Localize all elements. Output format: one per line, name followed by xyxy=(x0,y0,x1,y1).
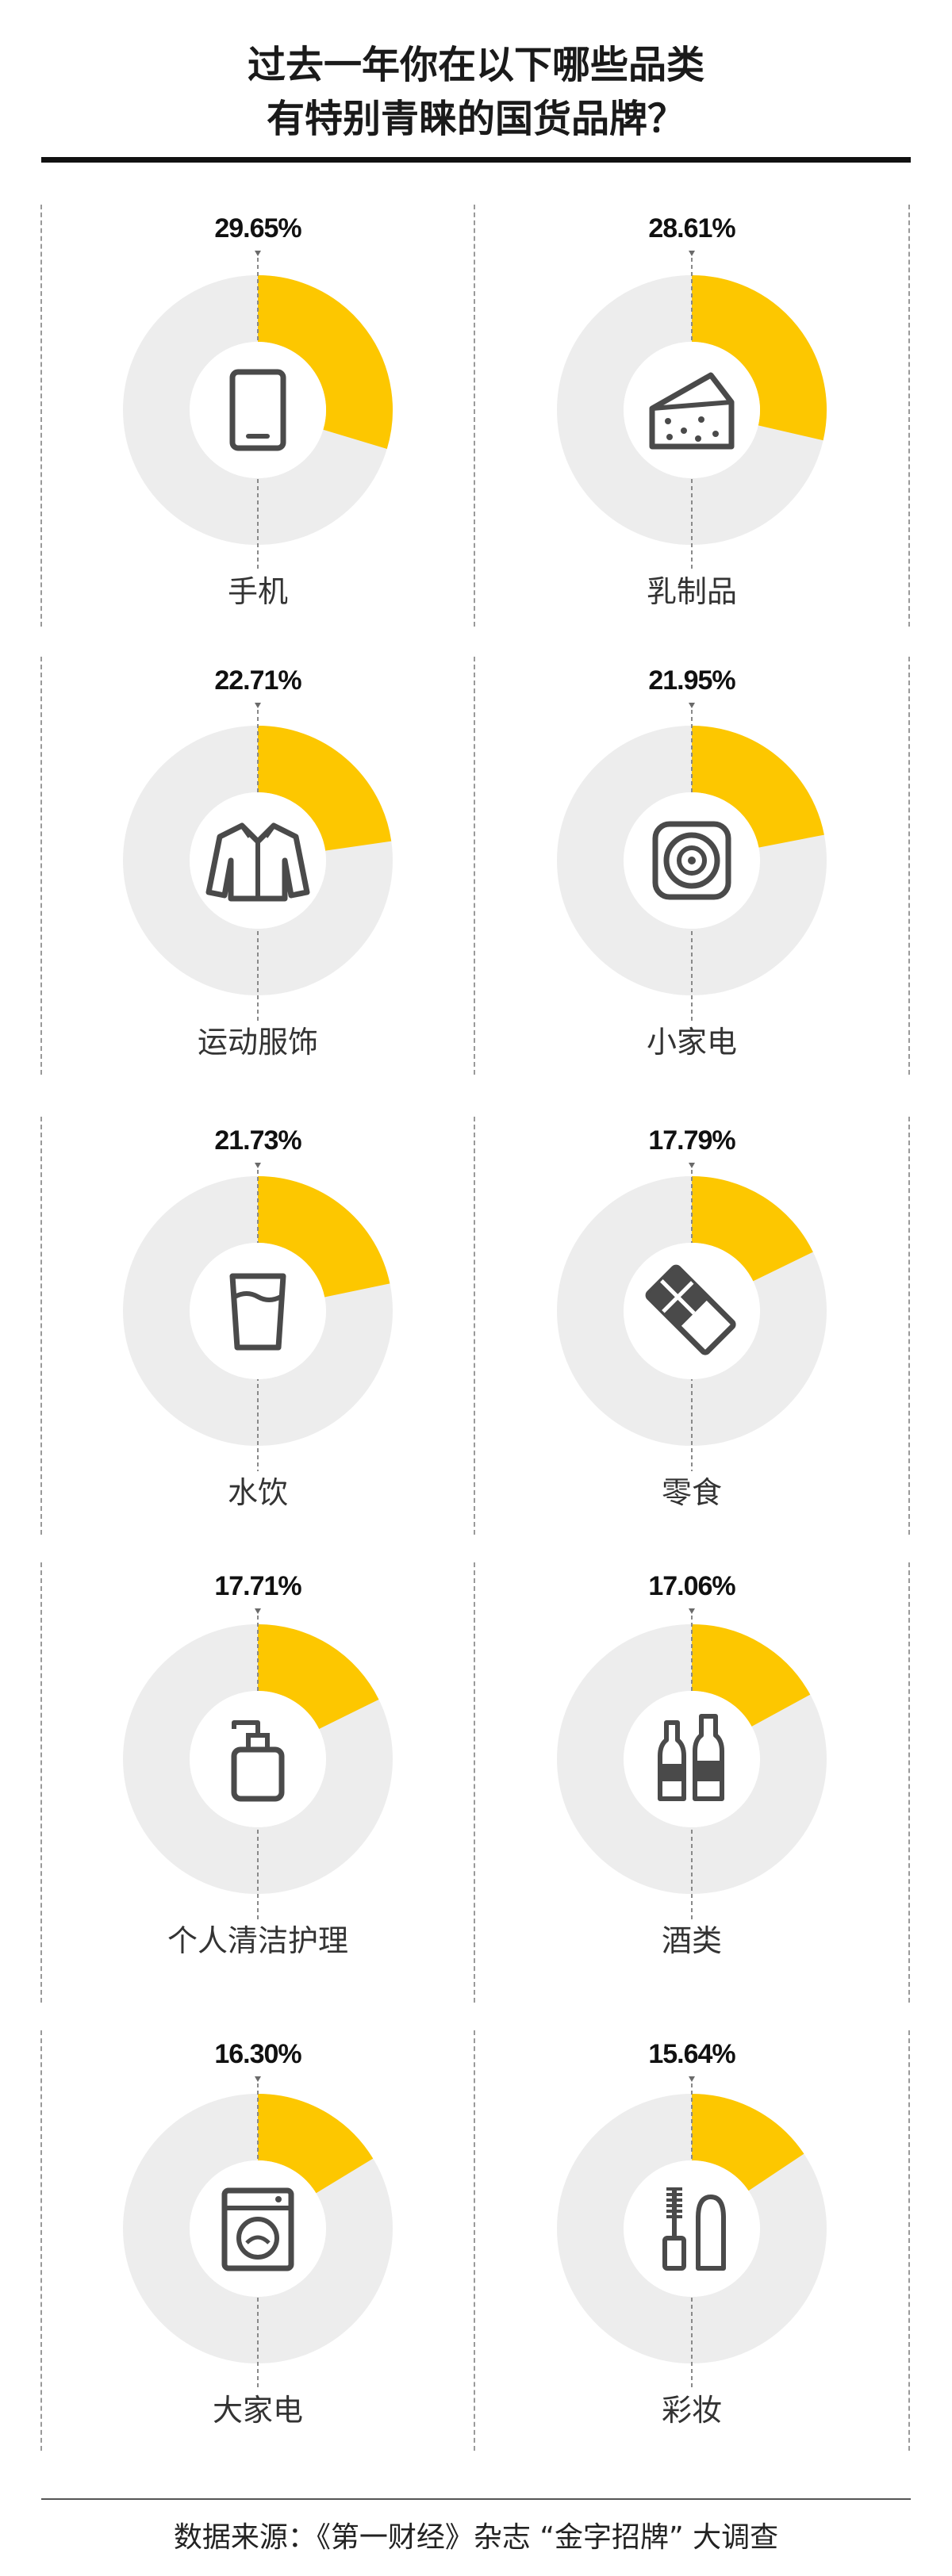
pointer-arrow xyxy=(689,1608,695,1614)
source-note: 数据来源：《第一财经》杂志 “金字招牌” 大调查 xyxy=(173,2521,779,2554)
page-title-line-2: 有特别青睐的国货品牌？ xyxy=(266,97,685,141)
jacket-icon xyxy=(205,822,310,902)
pump-bottle-icon xyxy=(231,1720,285,1802)
category-label: 乳制品 xyxy=(646,574,737,609)
value-label: 21.73% xyxy=(214,1125,301,1156)
donut-value-arc xyxy=(690,1176,813,1282)
donut-9 xyxy=(123,2076,393,2389)
pointer-arrow xyxy=(689,2076,695,2082)
row-4-separator-3 xyxy=(908,1562,910,2003)
pointer-arrow xyxy=(689,703,695,708)
donut-hole xyxy=(190,2160,326,2297)
row-5-separator-2 xyxy=(474,2030,475,2451)
pointer-arrow xyxy=(689,251,695,256)
mascara-icon xyxy=(662,2187,726,2271)
donut-value-arc xyxy=(690,275,827,441)
donut-value-arc xyxy=(256,1176,390,1298)
glass-icon xyxy=(229,1273,286,1351)
phone-icon xyxy=(229,369,286,451)
donut-value-arc xyxy=(256,1624,379,1731)
donut-3 xyxy=(123,703,393,1021)
chocolate-icon xyxy=(645,1264,736,1355)
category-label: 水饮 xyxy=(227,1475,288,1510)
category-label: 小家电 xyxy=(646,1025,737,1060)
pointer-arrow xyxy=(255,251,261,256)
pointer-arrow xyxy=(689,1163,695,1168)
page-title-line-1: 过去一年你在以下哪些品类 xyxy=(247,43,704,87)
value-label: 22.71% xyxy=(214,665,301,696)
bottles-icon xyxy=(658,1714,724,1801)
footer-divider xyxy=(41,2498,911,2500)
row-5-separator-1 xyxy=(40,2030,42,2451)
donut-value-arc xyxy=(256,275,393,449)
pointer-arrow xyxy=(255,1608,261,1614)
category-label: 彩妆 xyxy=(661,2393,722,2428)
category-label: 手机 xyxy=(227,574,288,609)
speaker-icon xyxy=(652,821,731,900)
row-2-separator-2 xyxy=(474,657,475,1075)
donut-hole xyxy=(190,1243,326,1379)
donut-1 xyxy=(123,251,393,570)
category-label: 运动服饰 xyxy=(197,1025,318,1060)
donut-hole xyxy=(190,1691,326,1827)
pointer-arrow xyxy=(255,703,261,708)
donut-hole xyxy=(190,342,326,478)
row-4-separator-2 xyxy=(474,1562,475,2003)
pointer-arrow xyxy=(255,1163,261,1168)
donut-hole xyxy=(624,342,760,478)
category-label: 大家电 xyxy=(212,2393,303,2428)
row-3-separator-1 xyxy=(40,1117,42,1535)
category-label: 个人清洁护理 xyxy=(167,1923,348,1958)
title-underline xyxy=(41,157,911,163)
row-4-separator-1 xyxy=(40,1562,42,2003)
donut-value-arc xyxy=(690,1624,811,1728)
donut-4 xyxy=(557,703,827,1021)
value-label: 21.95% xyxy=(648,665,735,696)
donut-hole xyxy=(624,2160,760,2297)
value-label: 29.65% xyxy=(214,213,301,243)
donut-value-arc xyxy=(256,2094,374,2195)
donut-6 xyxy=(557,1163,827,1471)
row-5-separator-3 xyxy=(908,2030,910,2451)
donut-7 xyxy=(123,1608,393,1919)
value-label: 28.61% xyxy=(648,213,735,243)
donut-value-arc xyxy=(256,726,392,852)
value-label: 16.30% xyxy=(214,2039,301,2069)
row-2-separator-1 xyxy=(40,657,42,1075)
donut-10 xyxy=(557,2076,827,2389)
value-label: 17.71% xyxy=(214,1571,301,1601)
row-1-separator-1 xyxy=(40,205,42,627)
row-3-separator-3 xyxy=(908,1117,910,1535)
donut-2 xyxy=(557,251,827,570)
donut-value-arc xyxy=(690,2094,804,2192)
row-3-separator-2 xyxy=(474,1117,475,1535)
row-1-separator-2 xyxy=(474,205,475,627)
row-1-separator-3 xyxy=(908,205,910,627)
pointer-arrow xyxy=(255,2076,261,2082)
washing-machine-icon xyxy=(221,2187,294,2271)
category-label: 酒类 xyxy=(661,1923,722,1958)
donut-5 xyxy=(123,1163,393,1471)
donut-8 xyxy=(557,1608,827,1919)
category-label: 零食 xyxy=(661,1475,722,1510)
value-label: 17.79% xyxy=(648,1125,735,1156)
donut-hole xyxy=(624,1691,760,1827)
value-label: 17.06% xyxy=(648,1571,735,1601)
cheese-icon xyxy=(649,372,735,450)
donut-value-arc xyxy=(690,726,824,849)
row-2-separator-3 xyxy=(908,657,910,1075)
value-label: 15.64% xyxy=(648,2039,735,2069)
